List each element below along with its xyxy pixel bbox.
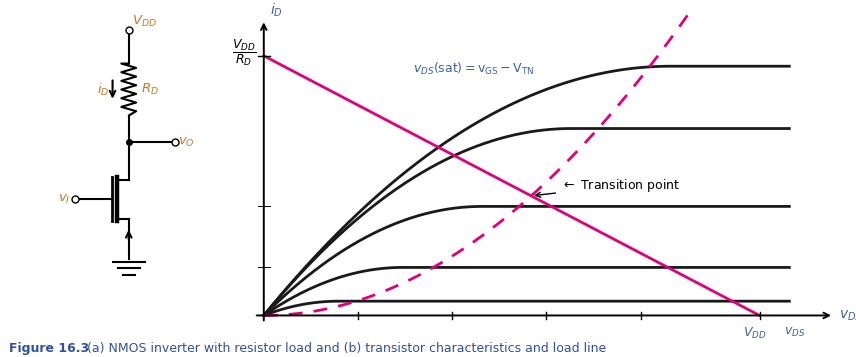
Text: $v_{DS}$: $v_{DS}$ [783, 326, 805, 339]
Text: $v_{DS}$: $v_{DS}$ [839, 308, 856, 323]
Text: $R_D$: $R_D$ [141, 82, 159, 97]
Text: $V_{DD}$: $V_{DD}$ [743, 326, 766, 341]
Text: Figure 16.3: Figure 16.3 [9, 342, 89, 355]
Text: $i_D$: $i_D$ [97, 81, 109, 97]
Text: $\dfrac{V_{DD}}{R_D}$: $\dfrac{V_{DD}}{R_D}$ [232, 38, 256, 68]
Text: $v_{DS}(\rm{sat}) = v_{GS} - V_{TN}$: $v_{DS}(\rm{sat}) = v_{GS} - V_{TN}$ [413, 61, 534, 77]
Text: $i_D$: $i_D$ [270, 2, 282, 20]
Text: (a) NMOS inverter with resistor load and (b) transistor characteristics and load: (a) NMOS inverter with resistor load and… [79, 342, 606, 355]
Text: $v_O$: $v_O$ [178, 136, 195, 149]
Text: $v_I$: $v_I$ [58, 193, 70, 206]
Text: $V_{DD}$: $V_{DD}$ [132, 14, 158, 29]
Text: $\leftarrow$ Transition point: $\leftarrow$ Transition point [536, 177, 681, 197]
